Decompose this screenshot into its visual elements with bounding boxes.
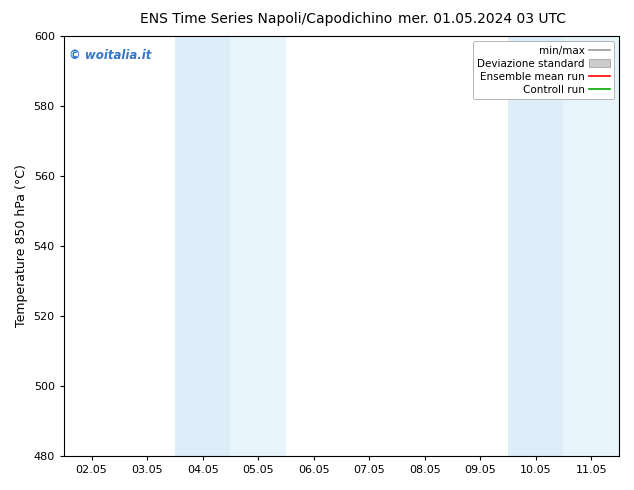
- Bar: [564, 36, 619, 456]
- Bar: [175, 36, 230, 456]
- Bar: [508, 36, 564, 456]
- Bar: [230, 36, 286, 456]
- Text: © woitalia.it: © woitalia.it: [69, 49, 152, 62]
- Text: mer. 01.05.2024 03 UTC: mer. 01.05.2024 03 UTC: [398, 12, 566, 26]
- Y-axis label: Temperature 850 hPa (°C): Temperature 850 hPa (°C): [15, 165, 28, 327]
- Legend: min/max, Deviazione standard, Ensemble mean run, Controll run: min/max, Deviazione standard, Ensemble m…: [473, 41, 614, 99]
- Text: ENS Time Series Napoli/Capodichino: ENS Time Series Napoli/Capodichino: [140, 12, 392, 26]
